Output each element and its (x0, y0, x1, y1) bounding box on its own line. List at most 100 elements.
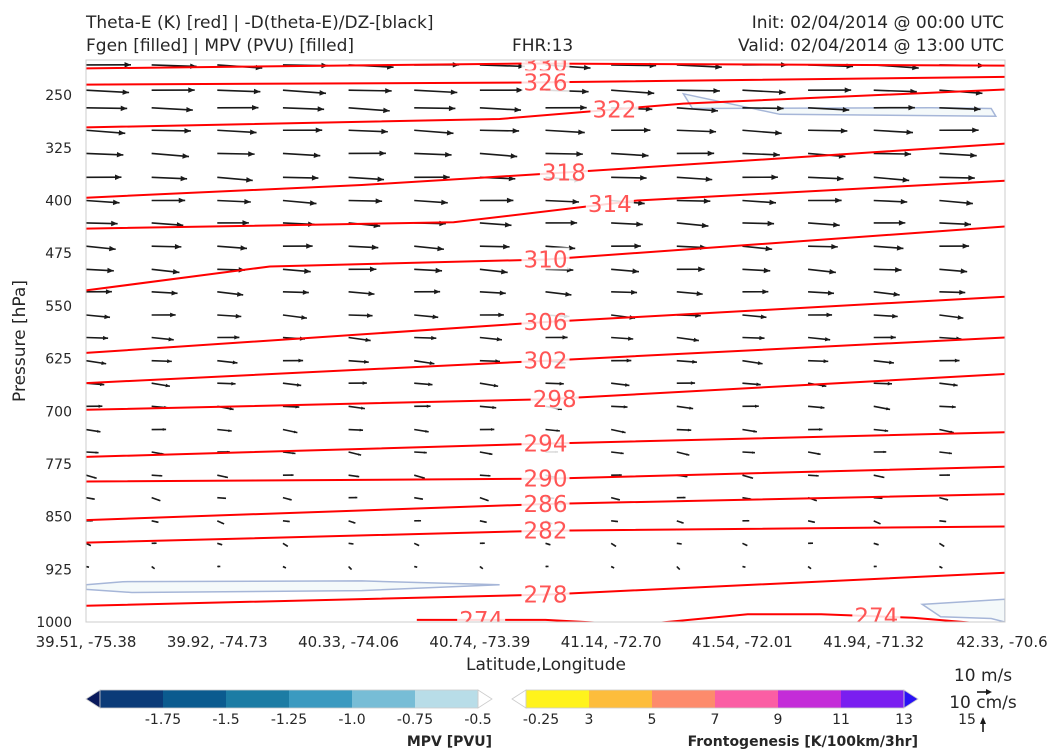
wind-vector-head (763, 267, 771, 274)
wind-vector (873, 245, 904, 251)
wind-vector-head (960, 268, 968, 274)
wind-vector-head (182, 153, 190, 159)
wind-vector-head (939, 566, 943, 569)
wind-vector (742, 267, 771, 274)
wind-vector (807, 268, 836, 275)
wind-vector-shaft (808, 129, 848, 132)
wind-vector (282, 565, 287, 569)
wind-vector-head (416, 543, 420, 546)
wind-vector (742, 129, 782, 136)
wind-vector (611, 152, 649, 159)
wind-vector-head (311, 175, 319, 181)
wind-vector (216, 520, 225, 525)
contour-label-bg (585, 191, 634, 214)
wind-vector-head (242, 220, 249, 226)
wind-vector (282, 542, 289, 548)
wind-vector-head (742, 565, 746, 568)
init-time: Init: 02/04/2014 @ 00:00 UTC (751, 13, 1004, 33)
wind-vector-head (580, 104, 587, 111)
wind-vector-head (886, 407, 891, 411)
wind-vector-head (180, 175, 188, 182)
contour-label-274-right: 274 (854, 604, 898, 630)
wind-vector-head (162, 428, 167, 431)
wind-vector-head (881, 475, 885, 478)
y-tick-label: 550 (45, 299, 72, 315)
wind-vector-head (647, 90, 655, 96)
wind-vector (479, 106, 522, 113)
wind-vector (414, 89, 458, 95)
wind-vector (86, 542, 92, 547)
wind-vector (86, 428, 101, 433)
colorbar-extend-right (477, 689, 493, 709)
colorbar-extend-left (511, 689, 527, 709)
wind-vector (611, 382, 630, 387)
wind-vector-head (501, 269, 508, 275)
wind-vector (676, 128, 717, 135)
wind-vector-head (962, 243, 970, 249)
wind-vector (742, 451, 756, 454)
wind-vector (479, 243, 510, 250)
wind-vector-shaft (217, 89, 261, 93)
wind-vector (151, 87, 195, 93)
wind-vector (217, 176, 253, 183)
wind-vector (808, 106, 850, 113)
wind-vector-head (496, 337, 502, 342)
wind-vector-head (625, 383, 630, 387)
wind-vector-head (235, 313, 242, 319)
wind-vector (282, 243, 313, 249)
wind-vector-head (753, 429, 757, 433)
wind-vector (282, 314, 308, 320)
wind-vector (151, 382, 171, 388)
wind-vector (282, 89, 327, 96)
wind-vector (611, 221, 643, 227)
wind-vector (151, 106, 193, 113)
title-left-2: Fgen [filled] | MPV (PVU) [filled] (86, 36, 355, 56)
wind-vector (414, 565, 418, 568)
wind-vector (873, 267, 902, 273)
wind-vector-head (293, 430, 298, 434)
wind-vector-head (92, 497, 95, 500)
wind-vector-head (95, 451, 99, 454)
contour-label-306: 306 (524, 310, 568, 336)
wind-vector-head (432, 314, 439, 320)
wind-vector (479, 290, 506, 296)
wind-vector (873, 565, 877, 568)
wind-vector-head (157, 499, 161, 501)
wind-vector-head (510, 153, 518, 159)
wind-vector-head (349, 567, 352, 570)
wind-vector-head (122, 89, 130, 95)
x-tick-label: 41.94, -71.32 (823, 633, 924, 651)
wind-vector-head (769, 199, 776, 206)
wind-vector-head (565, 291, 572, 297)
wind-vector (676, 359, 698, 364)
wind-vector (873, 104, 915, 111)
wind-vector-shaft (348, 89, 392, 92)
wind-vector (939, 496, 949, 501)
wind-vector-head (902, 177, 910, 183)
wind-vector-head (615, 520, 618, 523)
wind-vector (86, 404, 103, 408)
wind-vector-head (365, 337, 371, 343)
y-tick-label: 325 (45, 141, 72, 157)
wind-vector-head (896, 245, 904, 251)
mpv-region-lower-left (86, 580, 500, 594)
wind-vector-head (252, 104, 259, 111)
wind-vector (348, 176, 385, 182)
wind-vector (545, 220, 578, 226)
colorbar-tick-label: -1.0 (338, 712, 365, 728)
wind-vector (86, 359, 107, 366)
y-tick-label: 400 (45, 194, 72, 210)
wind-vector (86, 89, 130, 95)
wind-vector-head (692, 359, 697, 364)
colorbar-tick-label: -0.5 (464, 712, 491, 728)
wind-vector-head (817, 452, 821, 455)
wind-vector-head (437, 245, 444, 252)
wind-vector (479, 312, 504, 318)
wind-vector (742, 542, 748, 547)
wind-vector-head (892, 313, 898, 319)
wind-vector (939, 382, 958, 387)
wind-vector (86, 474, 97, 480)
wind-vector (676, 565, 681, 571)
contour-label-274: 274 (459, 608, 503, 634)
wind-vector-head (823, 359, 829, 364)
